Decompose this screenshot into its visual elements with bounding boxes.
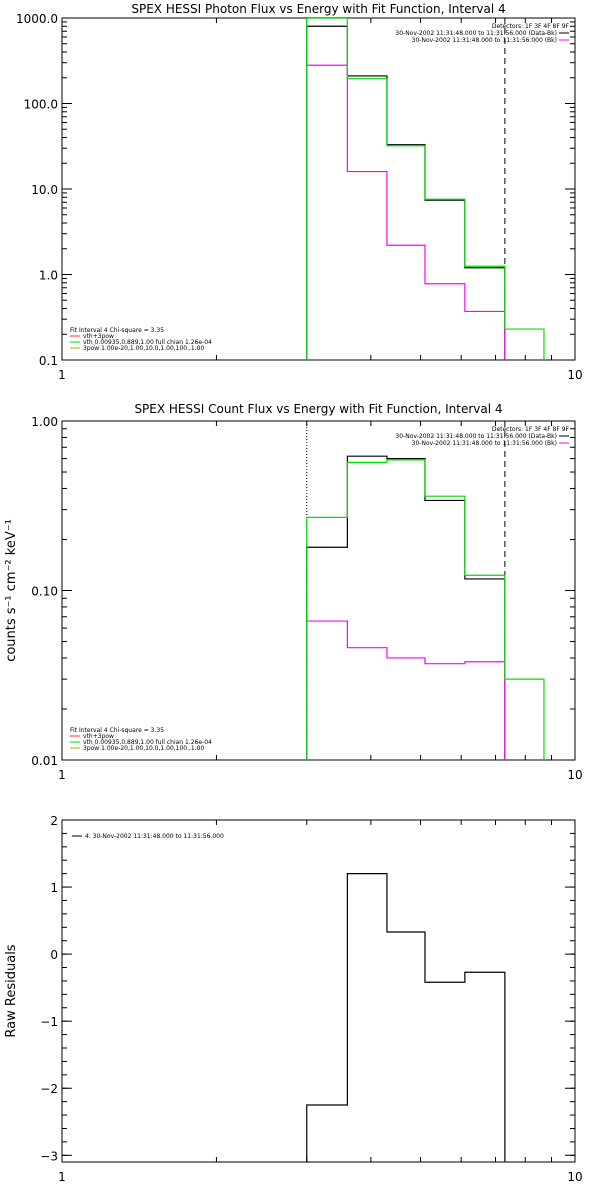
legend-fit-header: Fit Interval 4 Chi-square = 3.35 bbox=[70, 327, 164, 334]
legend-fit-text: 3pow 1.00e-20,1.00,10.0,1.00,100.,1.00 bbox=[83, 745, 204, 752]
axes-frame bbox=[61, 819, 576, 1163]
series-0-histogram bbox=[306, 455, 506, 760]
y-tick-label: 1000.0 bbox=[16, 12, 58, 26]
series-0-histogram bbox=[306, 873, 506, 1162]
y-tick-label: 0.01 bbox=[31, 754, 58, 768]
y-tick-label: 0 bbox=[50, 948, 58, 962]
y-tick-label: 10.0 bbox=[31, 183, 58, 197]
x-tick-label: 10 bbox=[567, 368, 582, 382]
series-1-histogram bbox=[306, 620, 506, 760]
legend-fit-text: 3pow 1.00e-20,1.00,10.0,1.00,100.,1.00 bbox=[83, 345, 204, 352]
y-axis-label: Raw Residuals bbox=[4, 944, 19, 1037]
x-tick-label: 1 bbox=[58, 368, 66, 382]
panel-photon: SPEX HESSI Photon Flux vs Energy with Fi… bbox=[16, 2, 583, 382]
legend-entry-text: 30-Nov-2002 11:31:48.000 to 11:31:56.000… bbox=[395, 30, 557, 37]
legend-entry-text: 30-Nov-2002 11:31:48.000 to 11:31:56.000… bbox=[395, 433, 557, 440]
legend-detectors: Detectors: 1F 3F 4F 8F 9F bbox=[492, 23, 570, 30]
series-2-histogram bbox=[306, 459, 545, 760]
series-2-histogram bbox=[306, 18, 545, 360]
legend-entry-text: 30-Nov-2002 11:31:48.000 to 11:31:56.000… bbox=[412, 37, 557, 44]
y-tick-label: 1.00 bbox=[31, 415, 58, 429]
y-tick-label: 0.1 bbox=[39, 354, 58, 368]
x-tick-label: 1 bbox=[58, 768, 66, 782]
y-tick-label: −2 bbox=[40, 1082, 58, 1096]
legend-detectors: Detectors: 1F 3F 4F 8F 9F bbox=[492, 426, 570, 433]
chart-title: SPEX HESSI Photon Flux vs Energy with Fi… bbox=[131, 2, 505, 16]
axes-frame bbox=[61, 420, 576, 761]
y-tick-label: −3 bbox=[40, 1149, 58, 1163]
series-0-histogram bbox=[306, 25, 506, 360]
legend-fit-text: vth 0.00935,0.889,1.00 full chian 1.26e-… bbox=[83, 339, 212, 346]
legend-fit-text: vth+3pow bbox=[83, 733, 114, 740]
y-tick-label: −1 bbox=[40, 1015, 58, 1029]
y-tick-label: 1.0 bbox=[39, 269, 58, 283]
legend-fit-header: Fit Interval 4 Chi-square = 3.35 bbox=[70, 727, 164, 734]
x-tick-label: 10 bbox=[567, 1170, 582, 1184]
x-tick-label: 10 bbox=[567, 768, 582, 782]
panel-count: SPEX HESSI Count Flux vs Energy with Fit… bbox=[4, 402, 583, 782]
x-tick-label: 1 bbox=[58, 1170, 66, 1184]
legend-fit-text: vth 0.00935,0.889,1.00 full chian 1.26e-… bbox=[83, 739, 212, 746]
y-tick-label: 0.10 bbox=[31, 585, 58, 599]
y-tick-label: 1 bbox=[50, 881, 58, 895]
y-axis-label: counts s⁻¹ cm⁻² keV⁻¹ bbox=[4, 519, 19, 662]
y-tick-label: 2 bbox=[50, 814, 58, 828]
panel-residuals: −3 −2 −1 0 1 2 1 10 Raw Residuals 4. 30-Nov-2002 … bbox=[4, 814, 583, 1184]
legend-residual-text: 4. 30-Nov-2002 11:31:48.000 to 11:31:56.… bbox=[85, 833, 224, 840]
y-tick-label: 100.0 bbox=[24, 98, 58, 112]
series-1-histogram bbox=[306, 64, 506, 360]
legend-fit-text: vth+3pow bbox=[83, 333, 114, 340]
axes-frame bbox=[61, 17, 576, 361]
legend-entry-text: 30-Nov-2002 11:31:48.000 to 11:31:56.000… bbox=[412, 440, 557, 447]
chart-title: SPEX HESSI Count Flux vs Energy with Fit… bbox=[134, 402, 502, 416]
